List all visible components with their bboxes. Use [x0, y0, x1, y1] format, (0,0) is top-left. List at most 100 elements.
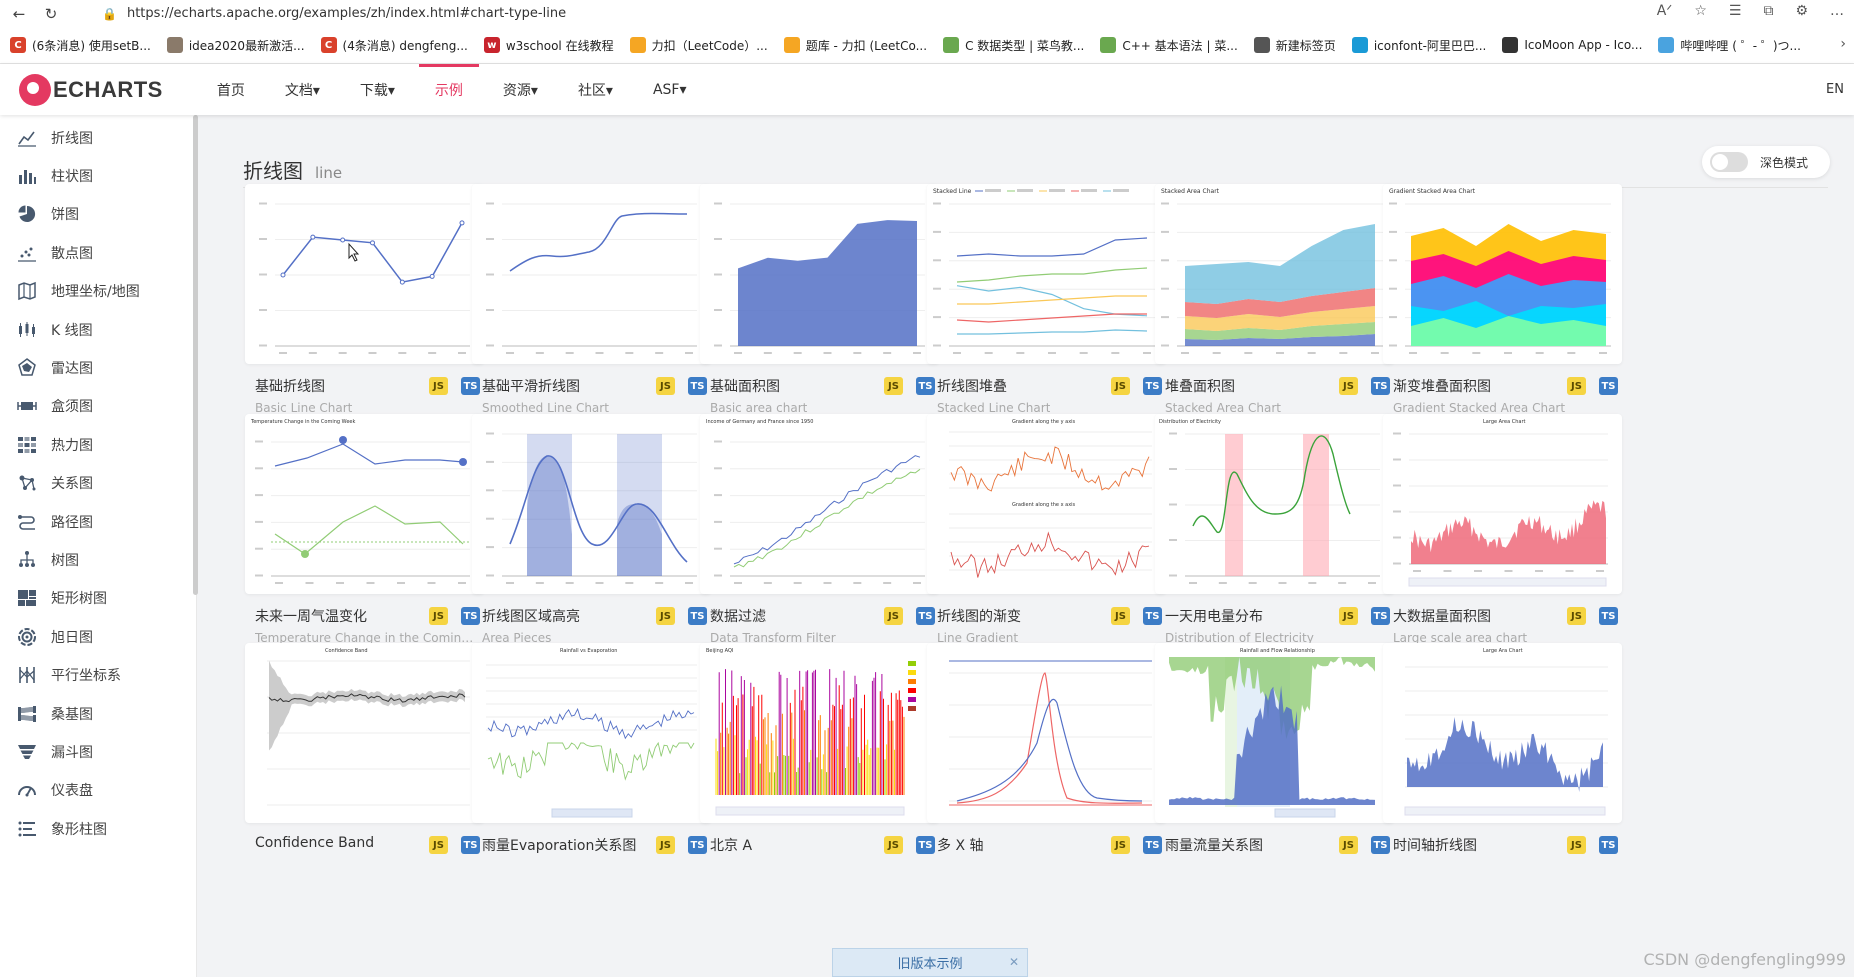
js-badge[interactable]: JS	[1111, 377, 1130, 395]
sidebar-item[interactable]: 雷达图	[0, 345, 196, 390]
example-card[interactable]: 基础面积图 JS TS Basic area chart	[700, 184, 939, 415]
bookmark-item[interactable]: 新建标签页	[1253, 37, 1336, 54]
collections-icon[interactable]: ⧉	[1763, 3, 1774, 19]
example-card[interactable]: Income of Germany and France since 1950 数…	[700, 414, 939, 645]
js-badge[interactable]: JS	[1339, 377, 1358, 395]
ts-badge[interactable]: TS	[916, 377, 935, 395]
example-thumbnail[interactable]: Large Area Chart	[1383, 414, 1622, 594]
example-title[interactable]: 一天用电量分布	[1165, 609, 1263, 625]
js-badge[interactable]: JS	[429, 377, 448, 395]
js-badge[interactable]: JS	[884, 607, 903, 625]
example-title[interactable]: 折线图的渐变	[937, 609, 1021, 625]
ts-badge[interactable]: TS	[916, 836, 935, 854]
example-thumbnail[interactable]: Beijing AQI	[700, 643, 939, 823]
example-card[interactable]: Confidence Band Confidence Band JS TS	[245, 643, 484, 854]
sidebar-item[interactable]: 饼图	[0, 192, 196, 237]
nav-item[interactable]: 首页	[216, 82, 245, 99]
sidebar-scrollbar[interactable]	[193, 115, 198, 595]
js-badge[interactable]: JS	[656, 607, 675, 625]
example-card[interactable]: Gradient along the y axis Gradient along …	[927, 414, 1166, 645]
example-card[interactable]: Temperature Change in the Coming Week 未来一…	[245, 414, 484, 645]
read-aloud-icon[interactable]: Aᐟ	[1656, 3, 1673, 19]
sidebar-item[interactable]: 漏斗图	[0, 730, 196, 775]
sidebar-item[interactable]: 散点图	[0, 230, 196, 275]
bookmark-item[interactable]: 力扣（LeetCode）...	[629, 37, 768, 54]
sidebar-item[interactable]: 盒须图	[0, 384, 196, 429]
example-card[interactable]: Rainfall vs Evaporation 雨量Evaporation关系图 J…	[472, 643, 711, 854]
example-thumbnail[interactable]: Gradient Stacked Area Chart	[1383, 184, 1622, 364]
example-thumbnail[interactable]	[245, 184, 484, 364]
example-title[interactable]: 雨量流量关系图	[1165, 838, 1263, 854]
js-badge[interactable]: JS	[656, 377, 675, 395]
example-title[interactable]: 基础平滑折线图	[482, 379, 580, 395]
ts-badge[interactable]: TS	[688, 836, 707, 854]
bookmark-item[interactable]: idea2020最新激活...	[166, 37, 305, 54]
sidebar-item[interactable]: 折线图	[0, 115, 196, 160]
example-card[interactable]: Stacked Area Chart 堆叠面积图 JS TS Stacked Area …	[1155, 184, 1394, 415]
sidebar-item[interactable]: 柱状图	[0, 153, 196, 198]
example-card[interactable]: 基础平滑折线图 JS TS Smoothed Line Chart	[472, 184, 711, 415]
reload-icon[interactable]: ↻	[44, 4, 58, 23]
nav-item[interactable]: 文档▾	[284, 82, 320, 99]
js-badge[interactable]: JS	[884, 836, 903, 854]
sidebar-item[interactable]: 热力图	[0, 422, 196, 467]
bookmark-item[interactable]: C (6条消息) 使用setB...	[10, 37, 151, 54]
nav-item[interactable]: 示例	[418, 64, 479, 115]
example-thumbnail[interactable]: Rainfall vs Evaporation	[472, 643, 711, 823]
js-badge[interactable]: JS	[1567, 836, 1586, 854]
example-title[interactable]: 基础面积图	[710, 379, 780, 395]
js-badge[interactable]: JS	[656, 836, 675, 854]
example-thumbnail[interactable]: Gradient along the y axis Gradient along …	[927, 414, 1166, 594]
js-badge[interactable]: JS	[1567, 607, 1586, 625]
example-card[interactable]: 多 X 轴 JS TS	[927, 643, 1166, 854]
example-title[interactable]: 未来一周气温变化	[255, 609, 367, 625]
example-card[interactable]: Stacked Line 折线图堆叠 JS TS Stacked Line Chart	[927, 184, 1166, 415]
example-title[interactable]: 数据过滤	[710, 609, 766, 625]
sidebar-item[interactable]: 树图	[0, 537, 196, 582]
example-title[interactable]: 北京 A	[710, 838, 753, 854]
ts-badge[interactable]: TS	[1143, 836, 1162, 854]
example-card[interactable]: Distribution of Electricity 一天用电量分布 JS TS Di…	[1155, 414, 1394, 645]
example-thumbnail[interactable]	[472, 414, 711, 594]
ts-badge[interactable]: TS	[1599, 607, 1618, 625]
js-badge[interactable]: JS	[1111, 836, 1130, 854]
ts-badge[interactable]: TS	[1599, 836, 1618, 854]
example-thumbnail[interactable]: Distribution of Electricity	[1155, 414, 1394, 594]
example-card[interactable]: Rainfall and Flow Relationship 雨量流量关系图 JS T…	[1155, 643, 1394, 854]
js-badge[interactable]: JS	[1111, 607, 1130, 625]
example-card[interactable]: Gradient Stacked Area Chart 渐变堆叠面积图 JS TS Gr…	[1383, 184, 1622, 415]
example-title[interactable]: 堆叠面积图	[1165, 379, 1235, 395]
ts-badge[interactable]: TS	[1143, 607, 1162, 625]
nav-item[interactable]: ASF▾	[652, 81, 687, 98]
example-thumbnail[interactable]	[700, 184, 939, 364]
ts-badge[interactable]: TS	[461, 836, 480, 854]
bookmark-item[interactable]: C (4条消息) dengfeng...	[320, 37, 468, 54]
example-card[interactable]: 折线图区域高亮 JS TS Area Pieces	[472, 414, 711, 645]
bookmark-item[interactable]: C++ 基本语法 | 菜...	[1100, 37, 1238, 54]
example-title[interactable]: 基础折线图	[255, 379, 325, 395]
ts-badge[interactable]: TS	[1371, 836, 1390, 854]
js-badge[interactable]: JS	[429, 607, 448, 625]
nav-item[interactable]: 下载▾	[359, 82, 395, 99]
example-title[interactable]: 雨量Evaporation关系图	[482, 838, 637, 854]
js-badge[interactable]: JS	[429, 836, 448, 854]
ts-badge[interactable]: TS	[1143, 377, 1162, 395]
sidebar-item[interactable]: 平行坐标系	[0, 653, 196, 698]
bookmarks-overflow-icon[interactable]: ›	[1840, 36, 1846, 52]
example-thumbnail[interactable]: Income of Germany and France since 1950	[700, 414, 939, 594]
more-icon[interactable]: …	[1830, 3, 1844, 19]
ts-badge[interactable]: TS	[1371, 607, 1390, 625]
sidebar-item[interactable]: 象形柱图	[0, 806, 196, 851]
favorites-list-icon[interactable]: ☰	[1728, 3, 1742, 19]
ts-badge[interactable]: TS	[688, 607, 707, 625]
js-badge[interactable]: JS	[884, 377, 903, 395]
sidebar-item[interactable]: 旭日图	[0, 614, 196, 659]
example-card[interactable]: Beijing AQI 北京 A JS TS	[700, 643, 939, 854]
toggle-switch[interactable]	[1710, 152, 1748, 172]
nav-item[interactable]: 资源▾	[502, 82, 538, 99]
example-card[interactable]: Large Ara Chart 时间轴折线图 JS TS	[1383, 643, 1622, 854]
example-thumbnail[interactable]: Stacked Area Chart	[1155, 184, 1394, 364]
ts-badge[interactable]: TS	[1599, 377, 1618, 395]
bookmark-item[interactable]: w w3school 在线教程	[483, 37, 614, 54]
bookmark-item[interactable]: 哔哩哔哩 ( ゜- ゜)つ...	[1658, 37, 1801, 54]
